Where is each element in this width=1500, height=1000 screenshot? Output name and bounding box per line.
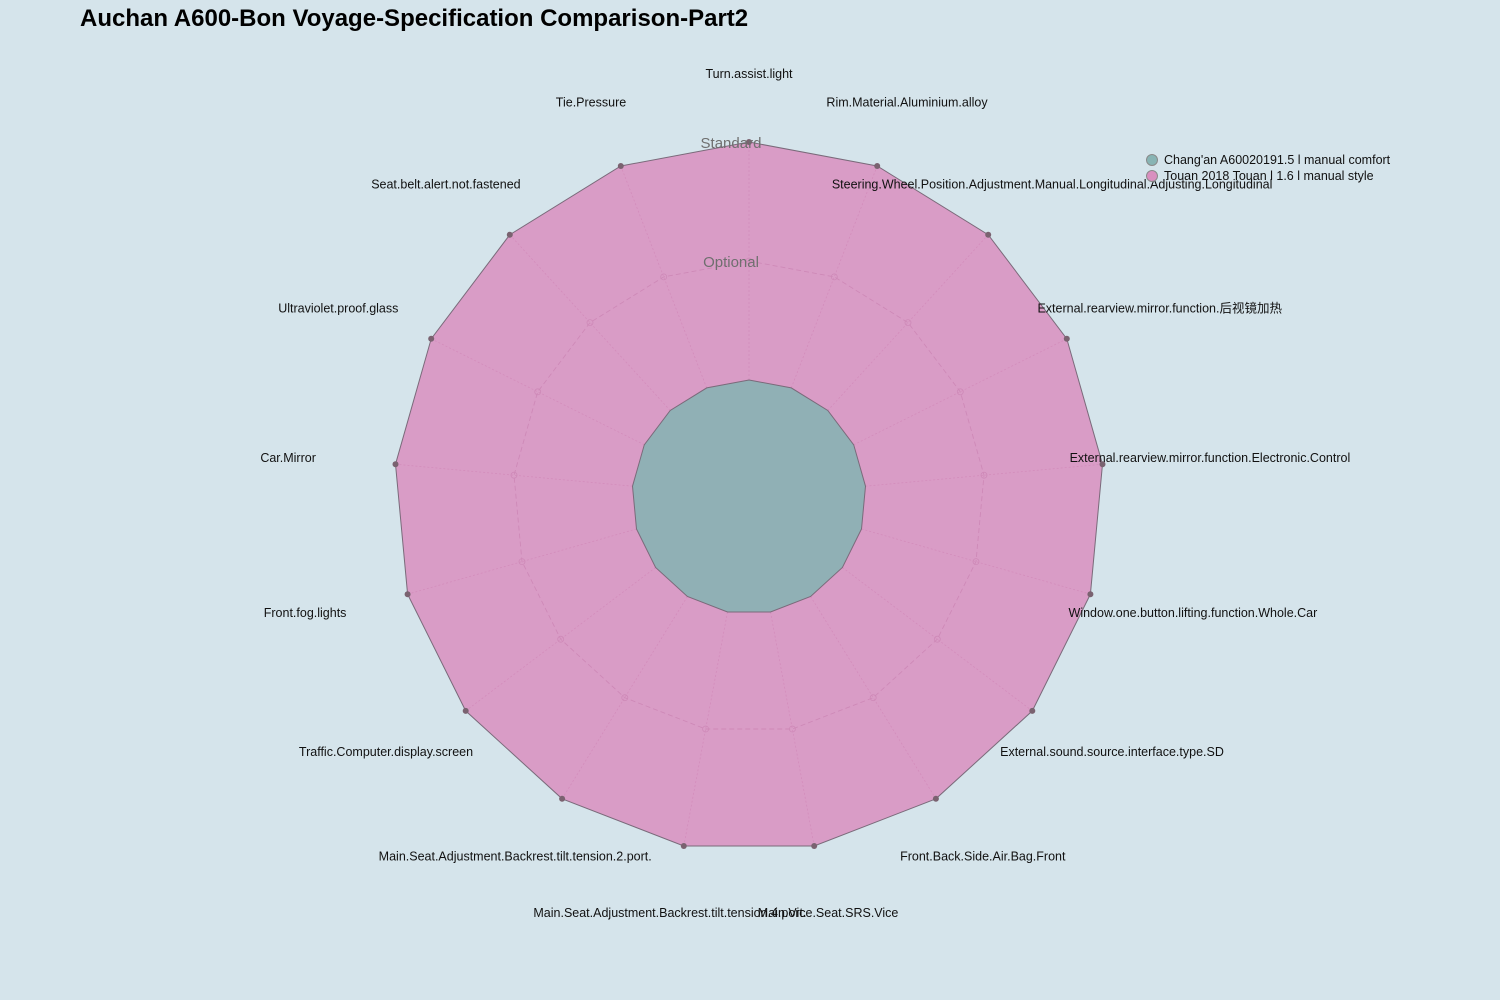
axis-label-12: Front.fog.lights — [264, 606, 347, 620]
axis-label-1: Rim.Material.Aluminium.alloy — [826, 96, 988, 110]
series-point-1-4 — [1099, 461, 1106, 468]
legend-swatch-0 — [1146, 154, 1158, 166]
axis-label-0: Turn.assist.light — [705, 67, 793, 81]
axis-label-5: Window.one.button.lifting.function.Whole… — [1069, 606, 1318, 620]
series-point-1-12 — [404, 591, 411, 598]
axis-label-7: Front.Back.Side.Air.Bag.Front — [900, 850, 1066, 864]
ring-label-1: Optional — [703, 254, 759, 271]
axis-label-2: Steering.Wheel.Position.Adjustment.Manua… — [832, 177, 1273, 191]
series-point-1-15 — [506, 231, 513, 238]
axis-label-9: Main.Seat.Adjustment.Backrest.tilt.tensi… — [533, 906, 806, 920]
series-point-1-6 — [1029, 707, 1036, 714]
series-point-1-5 — [1087, 591, 1094, 598]
axis-label-16: Tie.Pressure — [556, 96, 626, 110]
series-point-1-10 — [559, 795, 566, 802]
axis-label-4: External.rearview.mirror.function.Electr… — [1070, 451, 1351, 465]
legend-item-0: Chang'an A60020191.5 l manual comfort — [1146, 152, 1390, 168]
legend-swatch-1 — [1146, 170, 1158, 182]
ring-label-2: Standard — [701, 135, 762, 152]
series-point-1-1 — [874, 163, 881, 169]
axis-label-11: Traffic.Computer.display.screen — [299, 745, 473, 759]
radar-series — [392, 139, 1106, 849]
chart-title: Auchan A600-Bon Voyage-Specification Com… — [80, 5, 749, 32]
series-point-1-2 — [985, 231, 992, 238]
axis-label-8: Main.Vice.Seat.SRS.Vice — [758, 906, 899, 920]
radar-axis-labels: Optional Standard Turn.assist.light Rim.Mat… — [260, 67, 1350, 920]
series-point-1-14 — [428, 335, 435, 342]
series-polygon-0 — [631, 379, 867, 613]
axis-label-10: Main.Seat.Adjustment.Backrest.tilt.tensi… — [379, 850, 652, 864]
series-point-1-16 — [617, 163, 624, 169]
series-point-1-11 — [462, 707, 469, 714]
axis-label-15: Seat.belt.alert.not.fastened — [371, 177, 520, 191]
series-point-1-8 — [811, 843, 818, 849]
legend: Chang'an A60020191.5 l manual comfort Tou… — [1146, 152, 1390, 184]
series-point-1-7 — [932, 795, 939, 802]
axis-label-6: External.sound.source.interface.type.SD — [1000, 745, 1224, 759]
series-point-1-3 — [1063, 335, 1070, 342]
axis-label-14: Ultraviolet.proof.glass — [278, 302, 398, 316]
legend-label-0: Chang'an A60020191.5 l manual comfort — [1164, 153, 1391, 167]
axis-label-13: Car.Mirror — [260, 451, 316, 465]
series-point-1-13 — [392, 461, 399, 468]
axis-label-3: External.rearview.mirror.function.后视镜加热 — [1037, 301, 1282, 316]
series-point-1-0 — [746, 139, 752, 145]
legend-item-1: Touan 2018 Touan l 1.6 l manual style — [1146, 168, 1390, 184]
series-point-1-9 — [680, 843, 687, 849]
legend-label-1: Touan 2018 Touan l 1.6 l manual style — [1164, 169, 1374, 183]
